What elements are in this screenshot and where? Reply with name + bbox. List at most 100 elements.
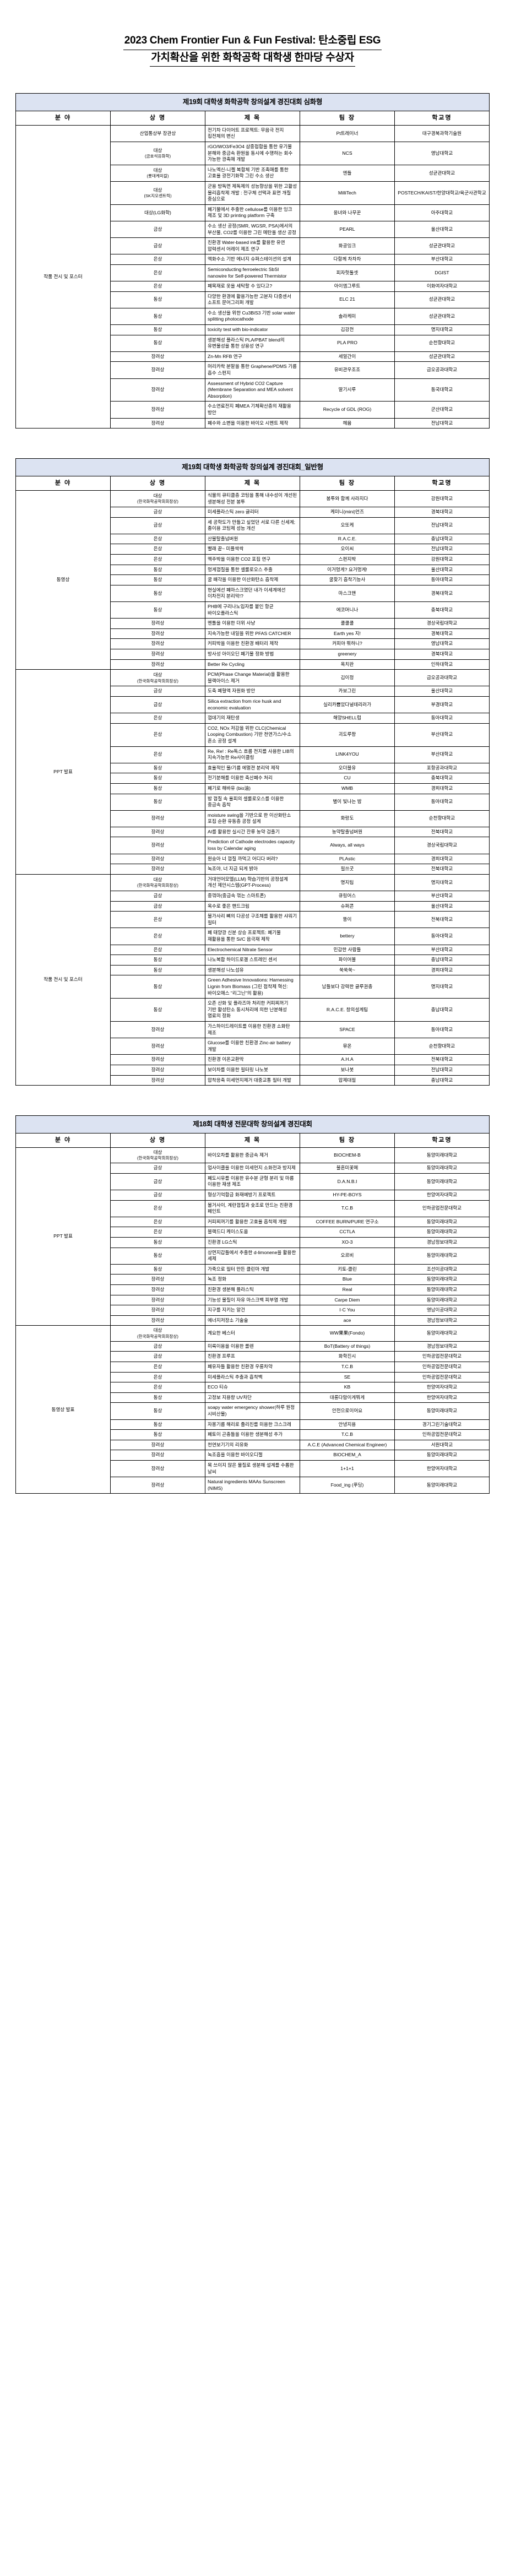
table-row: 장려상 녹조 정화 Blue 동양미래대학교 bbox=[16, 1274, 490, 1285]
table-row: 장려상 원숭아 너 껍질 까먹고 어디다 버려? PLAstic 경희대학교 bbox=[16, 853, 490, 865]
cell-team-leader: 김이정 bbox=[300, 669, 395, 687]
page-title: 2023 Chem Frontier Fun & Fun Festival: 탄… bbox=[15, 0, 490, 67]
table-row: 동상 PHB에 구리나노입자를 붙인 항균 바이오플라스틱 에코머니나 충북대학교 bbox=[16, 601, 490, 619]
cell-school-name: 경북대학교 bbox=[394, 507, 490, 518]
cell-project-title: 계요한 베스터 bbox=[205, 1325, 300, 1342]
cell-award-name: 장려상 bbox=[110, 1274, 205, 1285]
cell-project-title: CO2, NOx 저감을 위한 CLC(Chemical Looping Com… bbox=[205, 723, 300, 747]
cell-award-name: 동상 bbox=[110, 964, 205, 976]
table-row: 동상 다양한 환경에 활용가능한 고분자 다중센서 소프트 문어그리퍼 개발 ELC… bbox=[16, 291, 490, 308]
cell-project-title: 나노복합 하이드로겔 스트레인 센서 bbox=[205, 955, 300, 966]
table-row: 장려상 머리카락 분말을 통한 Graphene/PDMS 기름 흡수 스펀지 유비… bbox=[16, 361, 490, 379]
table-row: 동상 폐기로 해바유 (bio油) WMB 경희대학교 bbox=[16, 783, 490, 794]
cell-team-leader: PLA PRO bbox=[300, 334, 395, 352]
cell-school-name: 성균관대학교 bbox=[394, 307, 490, 326]
cell-team-leader: 화공잉크 bbox=[300, 237, 395, 255]
cell-project-title: moisture swing을 기반으로 한 이산화탄소 포집 순환 유동층 공… bbox=[205, 810, 300, 827]
cell-school-name: 금오공과대학교 bbox=[394, 361, 490, 379]
cell-award-name: 대상(LG화학) bbox=[110, 204, 205, 221]
column-header-field: 분 야 bbox=[15, 1132, 111, 1148]
cell-team-leader: PLAstic bbox=[300, 853, 395, 865]
cell-award-name: 금상 bbox=[110, 1351, 205, 1362]
cell-school-name: 부산대학교 bbox=[394, 891, 490, 902]
cell-school-name: 인하대학교 bbox=[394, 659, 490, 670]
cell-school-name: 경북대학교 bbox=[394, 649, 490, 660]
cell-team-leader: 불혼미꽃메 bbox=[300, 1163, 395, 1174]
cell-team-leader: 농약탈출넘버원 bbox=[300, 826, 395, 838]
table-row: 은상 CO2, NOx 저감을 위한 CLC(Chemical Looping C… bbox=[16, 723, 490, 747]
cell-award-name: 은상 bbox=[110, 1216, 205, 1228]
group-field-cell: 작품 전시 및 포스터 bbox=[15, 124, 111, 429]
cell-project-title: 천연보기기의 리유화 bbox=[205, 1439, 300, 1451]
cell-school-name: 인하공업전문대학교 bbox=[394, 1371, 490, 1383]
cell-school-name: DGIST bbox=[394, 264, 490, 282]
cell-team-leader: 딸기시루 bbox=[300, 378, 395, 402]
cell-project-title: PHB에 구리나노입자를 붙인 항균 바이오플라스틱 bbox=[205, 601, 300, 619]
cell-school-name: 경희대학교 bbox=[394, 783, 490, 794]
table-row: 동상 굴 패각을 이용한 이산화탄소 흡착제 굴찾기 흡착기능사 동아대학교 bbox=[16, 574, 490, 585]
cell-award-sponsor: (한국화학공학회회장상) bbox=[137, 678, 178, 684]
cell-school-name: 영남이공대학교 bbox=[394, 1305, 490, 1316]
cell-award-name: 장려상 bbox=[110, 401, 205, 419]
cell-award-name: 대상 (한국화학공학회회장상) bbox=[110, 669, 205, 687]
column-header-field: 분 야 bbox=[15, 476, 111, 491]
cell-team-leader: CCTLA bbox=[300, 1227, 395, 1238]
cell-project-title: Electrochemical Nitrate Sensor bbox=[205, 944, 300, 956]
cell-school-name: 포항공과대학교 bbox=[394, 762, 490, 774]
table-row: 장려상 Glucose를 이용한 친환경 Zinc-air battery 개발 뮤… bbox=[16, 1038, 490, 1055]
cell-school-name: 명지대학교 bbox=[394, 874, 490, 892]
table-row: 은상 Semiconducting ferroelectric SbSI nano… bbox=[16, 264, 490, 282]
group-field-cell: 동영상 발표 bbox=[15, 1325, 111, 1494]
cell-project-title: 식물의 큐티클층 코팅을 통해 내수성이 개선된 생분해성 전분 봉투 bbox=[205, 490, 300, 508]
cell-school-name: 순천향대학교 bbox=[394, 1038, 490, 1055]
cell-school-name: 전북대학교 bbox=[394, 826, 490, 838]
table-row: 동상 생분해성 플라스틱 PLA/PBAT blend의 유변물성을 통한 상용성… bbox=[16, 334, 490, 352]
cell-school-name: 전남대학교 bbox=[394, 544, 490, 555]
table-row: 동상 soapy water emergency shower(하루 원정 시비산… bbox=[16, 1402, 490, 1420]
cell-team-leader: 에코머니나 bbox=[300, 601, 395, 619]
cell-school-name: 경남정보대학교 bbox=[394, 1237, 490, 1248]
cell-team-leader: D.A.N.B.I bbox=[300, 1173, 395, 1191]
cell-team-leader: 헤윰 bbox=[300, 417, 395, 429]
cell-project-title: Green Adhesive Innovations: Harnessing L… bbox=[205, 975, 300, 999]
cell-team-leader: 화학진시 bbox=[300, 1351, 395, 1362]
table-row: 금상 형상기억합금 화재예방기 프로젝트 HY-PE-BOYS 한양여자대학교 bbox=[16, 1190, 490, 1201]
cell-award-sponsor: (한국화학공학회회장상) bbox=[137, 1333, 178, 1339]
cell-school-name: 군산대학교 bbox=[394, 401, 490, 419]
cell-school-name: 동국대학교 bbox=[394, 378, 490, 402]
cell-school-name: 서원대학교 bbox=[394, 1439, 490, 1451]
cell-school-name: 동양미래대학교 bbox=[394, 1173, 490, 1191]
cell-team-leader: 안전으로이어요 bbox=[300, 1402, 395, 1420]
table-row: 은상 ECO 티슈 KB 한양여자대학교 bbox=[16, 1382, 490, 1393]
cell-award-name: 장려상 bbox=[110, 853, 205, 865]
cell-school-name: 조선이공대학교 bbox=[394, 1263, 490, 1275]
cell-team-leader: 보나봇 bbox=[300, 1064, 395, 1076]
cell-award-name: 동상 bbox=[110, 955, 205, 966]
cell-school-name: 동양미래대학교 bbox=[394, 1274, 490, 1285]
table-row: 장려상 수소연료전지 폐MEA 기체확산층의 재활용 방안 Recycle of G… bbox=[16, 401, 490, 419]
table-spacer bbox=[15, 1086, 490, 1115]
cell-school-name: 충남대학교 bbox=[394, 998, 490, 1022]
cell-project-title: 불가사리 뼈의 다공성 구조체를 활용한 샤워기 필터 bbox=[205, 911, 300, 929]
cell-team-leader: WMB bbox=[300, 783, 395, 794]
cell-school-name: 동아대학교 bbox=[394, 1021, 490, 1039]
column-header-school: 학교명 bbox=[394, 1132, 490, 1148]
cell-project-title: 친환경 이온교환막 bbox=[205, 1054, 300, 1065]
cell-school-name: 경남정보대학교 bbox=[394, 1341, 490, 1352]
cell-team-leader: Real bbox=[300, 1284, 395, 1295]
cell-team-leader: 김강전 bbox=[300, 324, 395, 335]
cell-project-title: 폐기로 해바유 (bio油) bbox=[205, 783, 300, 794]
table-row: 은상 껍데기의 재탄생 해양SHELL럽 동아대학교 bbox=[16, 713, 490, 724]
cell-team-leader: HY-PE-BOYS bbox=[300, 1190, 395, 1201]
table-row: 금상 Silica extraction from rice husk and e… bbox=[16, 696, 490, 714]
cell-team-leader: 뮤온 bbox=[300, 1038, 395, 1055]
cell-team-leader: LINK4YOU bbox=[300, 746, 395, 763]
cell-team-leader: 쑥쑥쑥~ bbox=[300, 964, 395, 976]
cell-award-name: 동상 bbox=[110, 773, 205, 784]
cell-project-title: AI를 활용한 실시간 잔류 농약 검출기 bbox=[205, 826, 300, 838]
cell-school-name: 전남대학교 bbox=[394, 417, 490, 429]
document-page: 2023 Chem Frontier Fun & Fun Festival: 탄… bbox=[15, 0, 490, 1494]
cell-project-title: 폐토이 곤충들을 이용한 생분해성 추가 bbox=[205, 1429, 300, 1440]
cell-team-leader: NCS bbox=[300, 142, 395, 165]
